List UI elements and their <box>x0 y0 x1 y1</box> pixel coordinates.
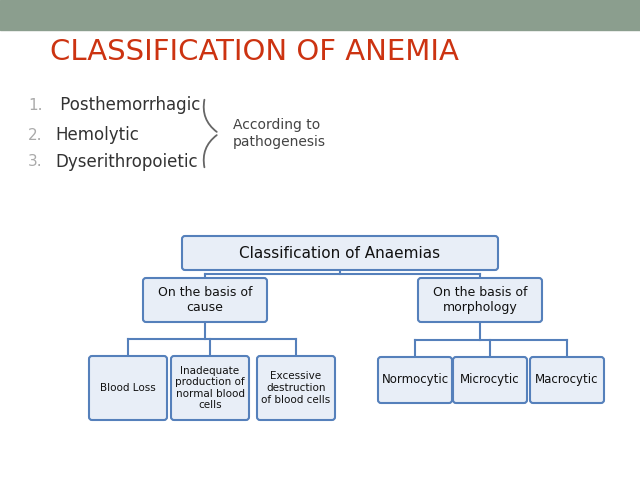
Text: Posthemorrhagic: Posthemorrhagic <box>55 96 200 114</box>
Text: Macrocytic: Macrocytic <box>535 373 599 386</box>
Text: CLASSIFICATION OF ANEMIA: CLASSIFICATION OF ANEMIA <box>50 38 459 66</box>
Text: Excessive
destruction
of blood cells: Excessive destruction of blood cells <box>261 372 331 405</box>
FancyBboxPatch shape <box>378 357 452 403</box>
Text: Inadequate
production of
normal blood
cells: Inadequate production of normal blood ce… <box>175 366 245 410</box>
FancyBboxPatch shape <box>182 236 498 270</box>
Text: 2.: 2. <box>28 128 42 143</box>
Text: Blood Loss: Blood Loss <box>100 383 156 393</box>
Text: According to
pathogenesis: According to pathogenesis <box>233 119 326 149</box>
Text: Normocytic: Normocytic <box>381 373 449 386</box>
Text: Microcytic: Microcytic <box>460 373 520 386</box>
Bar <box>0 0 640 30</box>
FancyBboxPatch shape <box>530 357 604 403</box>
FancyBboxPatch shape <box>418 278 542 322</box>
FancyBboxPatch shape <box>89 356 167 420</box>
FancyBboxPatch shape <box>453 357 527 403</box>
FancyBboxPatch shape <box>171 356 249 420</box>
Text: Dyserithropoietic: Dyserithropoietic <box>55 153 198 171</box>
Text: 1.: 1. <box>28 97 42 112</box>
FancyBboxPatch shape <box>143 278 267 322</box>
Text: 3.: 3. <box>28 155 43 169</box>
Text: On the basis of
cause: On the basis of cause <box>157 286 252 314</box>
Text: Classification of Anaemias: Classification of Anaemias <box>239 245 440 261</box>
Text: Hemolytic: Hemolytic <box>55 126 139 144</box>
Text: On the basis of
morphology: On the basis of morphology <box>433 286 527 314</box>
FancyBboxPatch shape <box>257 356 335 420</box>
